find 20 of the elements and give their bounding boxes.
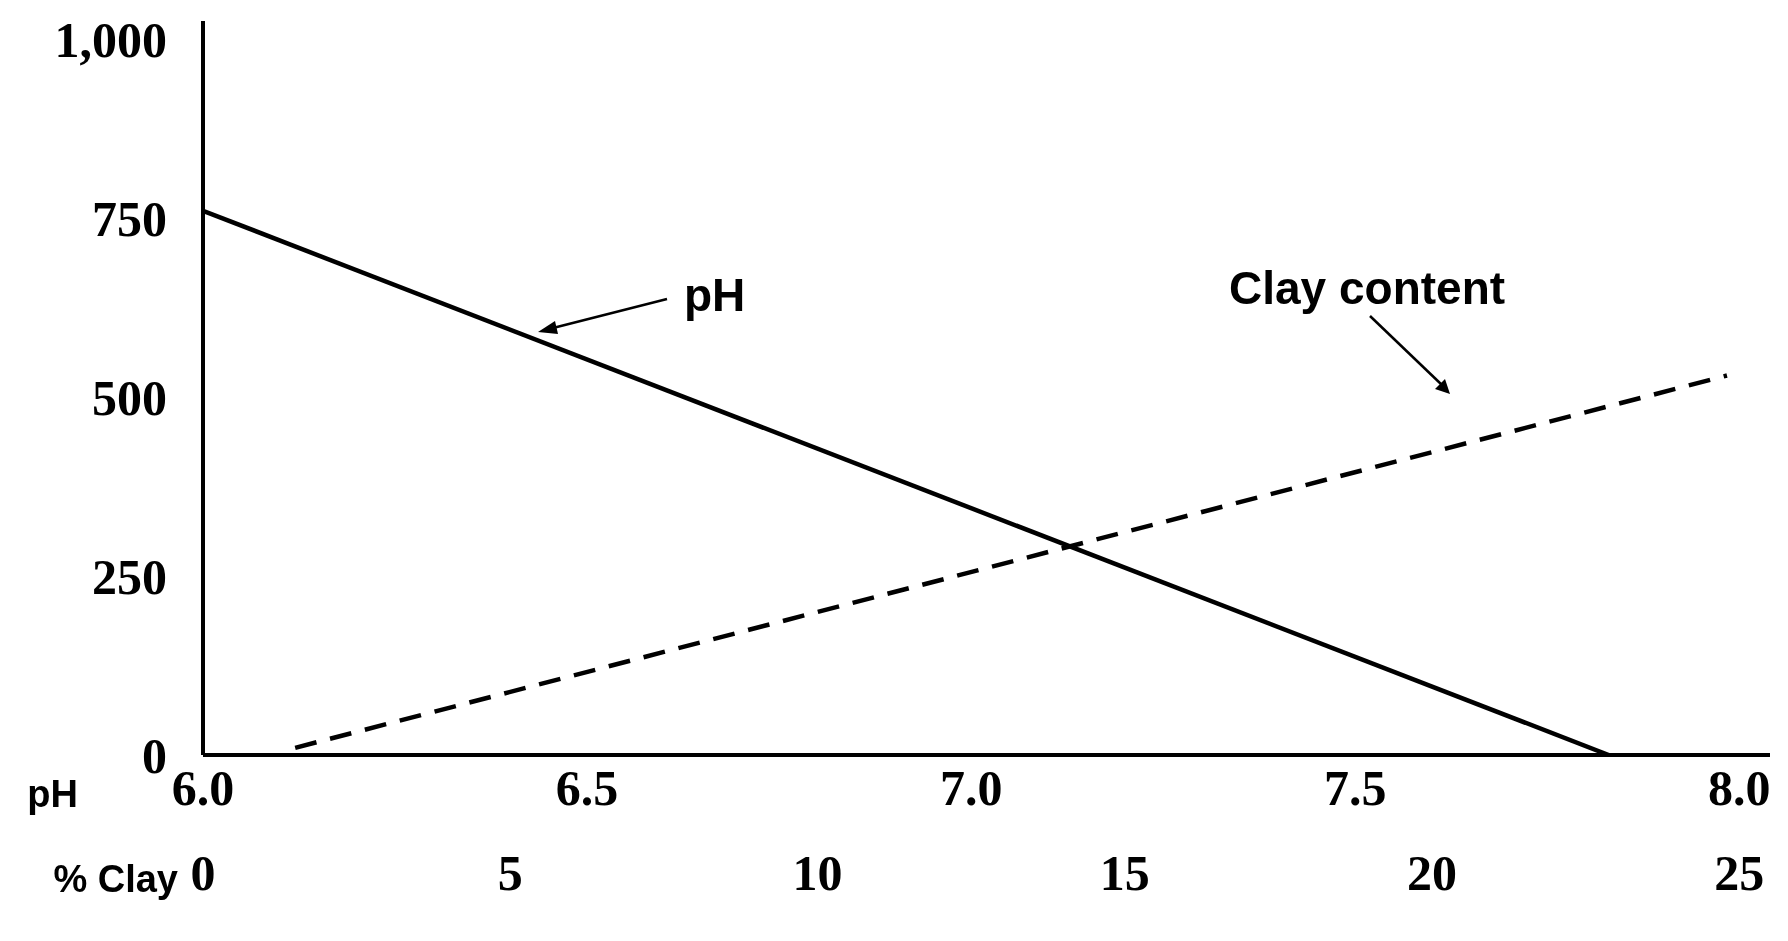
y-tick-label: 500 [92, 369, 167, 426]
x2-tick-label: 15 [1099, 844, 1150, 901]
x2-tick-label: 10 [792, 844, 843, 901]
x-tick-label: 8.0 [1708, 759, 1771, 816]
y-tick-label: 750 [92, 190, 167, 247]
annotation: Clay content [1229, 262, 1506, 314]
x2-tick-label: 0 [190, 844, 216, 901]
y-tick-label: 1,000 [54, 11, 167, 68]
annotation: pH [684, 269, 746, 321]
x2-axis-title: % Clay [53, 858, 178, 900]
x2-tick-label: 20 [1407, 844, 1458, 901]
x-tick-label: 7.0 [939, 759, 1003, 816]
y-tick-label: 0 [142, 727, 167, 784]
x-tick-label: 7.5 [1323, 759, 1387, 816]
x-tick-label: 6.0 [171, 759, 235, 816]
x2-tick-label: 5 [497, 844, 523, 901]
x-axis-title: pH [27, 773, 78, 815]
y-tick-label: 250 [92, 548, 167, 605]
x-tick-label: 6.5 [555, 759, 619, 816]
x2-tick-label: 25 [1714, 844, 1765, 901]
